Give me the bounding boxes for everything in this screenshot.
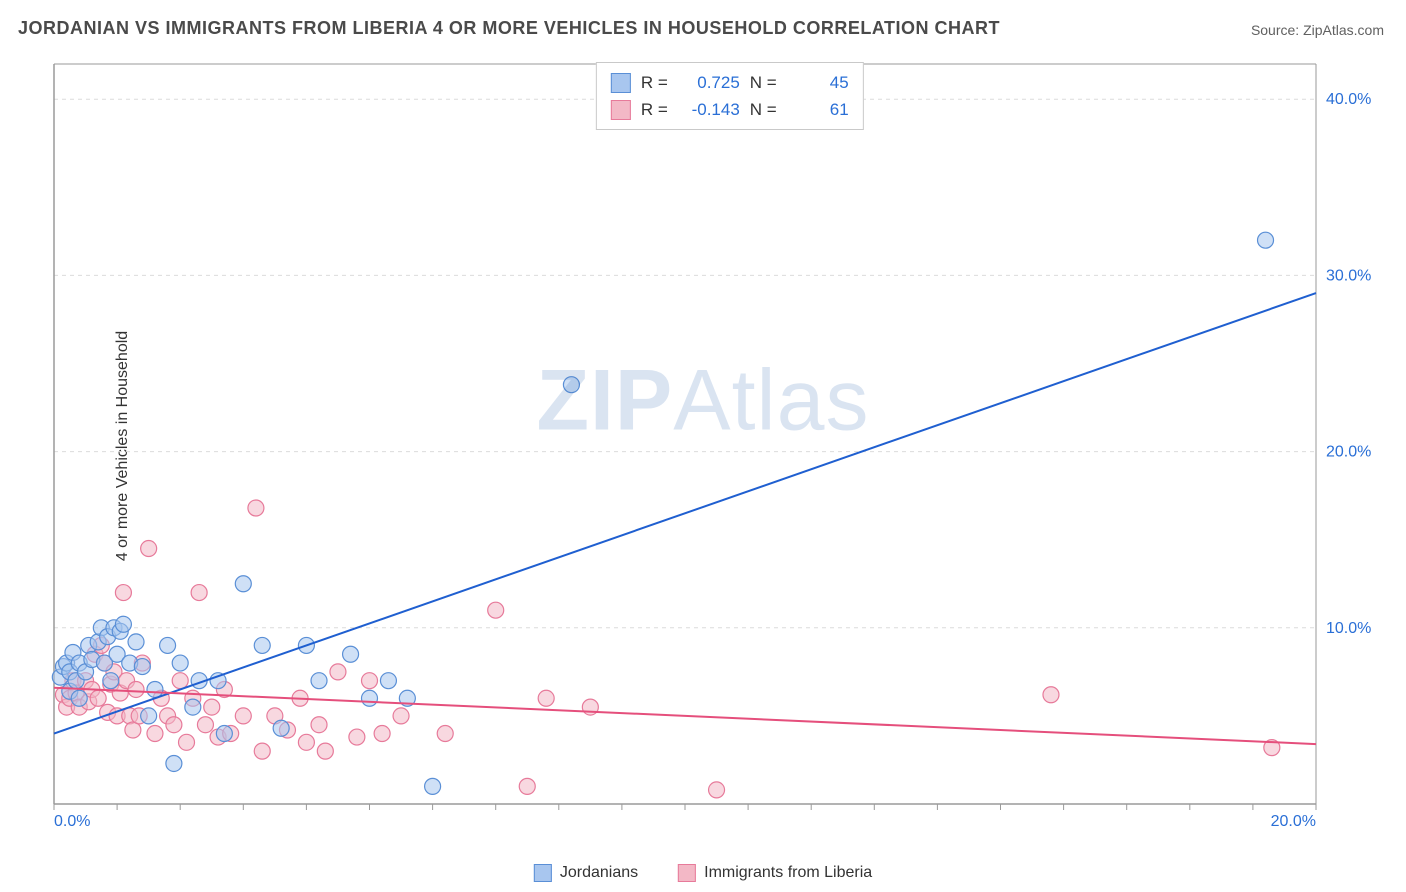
stat-R-value-series1: 0.725	[678, 69, 740, 96]
stat-row-series1: R = 0.725 N = 45	[611, 69, 849, 96]
legend: Jordanians Immigrants from Liberia	[534, 864, 872, 882]
stat-swatch-series1	[611, 73, 631, 93]
chart-container: JORDANIAN VS IMMIGRANTS FROM LIBERIA 4 O…	[0, 0, 1406, 892]
legend-item-series1: Jordanians	[534, 864, 638, 882]
stat-N-value-series1: 45	[787, 69, 849, 96]
legend-swatch-series1	[534, 864, 552, 882]
stat-R-value-series2: -0.143	[678, 96, 740, 123]
svg-text:10.0%: 10.0%	[1326, 620, 1371, 637]
legend-label-series1: Jordanians	[560, 864, 638, 882]
stat-R-label: R =	[641, 69, 668, 96]
svg-text:0.0%: 0.0%	[54, 813, 90, 830]
stat-N-label: N =	[750, 96, 777, 123]
correlation-stat-box: R = 0.725 N = 45 R = -0.143 N = 61	[596, 62, 864, 130]
svg-text:30.0%: 30.0%	[1326, 267, 1371, 284]
svg-text:20.0%: 20.0%	[1271, 813, 1316, 830]
legend-swatch-series2	[678, 864, 696, 882]
legend-label-series2: Immigrants from Liberia	[704, 864, 872, 882]
plot-area: 10.0% 20.0% 30.0% 40.0% 0.0% 20.0%	[50, 60, 1386, 832]
svg-text:40.0%: 40.0%	[1326, 91, 1371, 108]
chart-title: JORDANIAN VS IMMIGRANTS FROM LIBERIA 4 O…	[18, 18, 1000, 39]
stat-swatch-series2	[611, 100, 631, 120]
legend-item-series2: Immigrants from Liberia	[678, 864, 872, 882]
svg-text:20.0%: 20.0%	[1326, 444, 1371, 461]
stat-row-series2: R = -0.143 N = 61	[611, 96, 849, 123]
stat-R-label: R =	[641, 96, 668, 123]
scatter-plot-svg: 10.0% 20.0% 30.0% 40.0% 0.0% 20.0%	[50, 60, 1386, 832]
stat-N-value-series2: 61	[787, 96, 849, 123]
stat-N-label: N =	[750, 69, 777, 96]
source-label: Source: ZipAtlas.com	[1251, 22, 1384, 38]
